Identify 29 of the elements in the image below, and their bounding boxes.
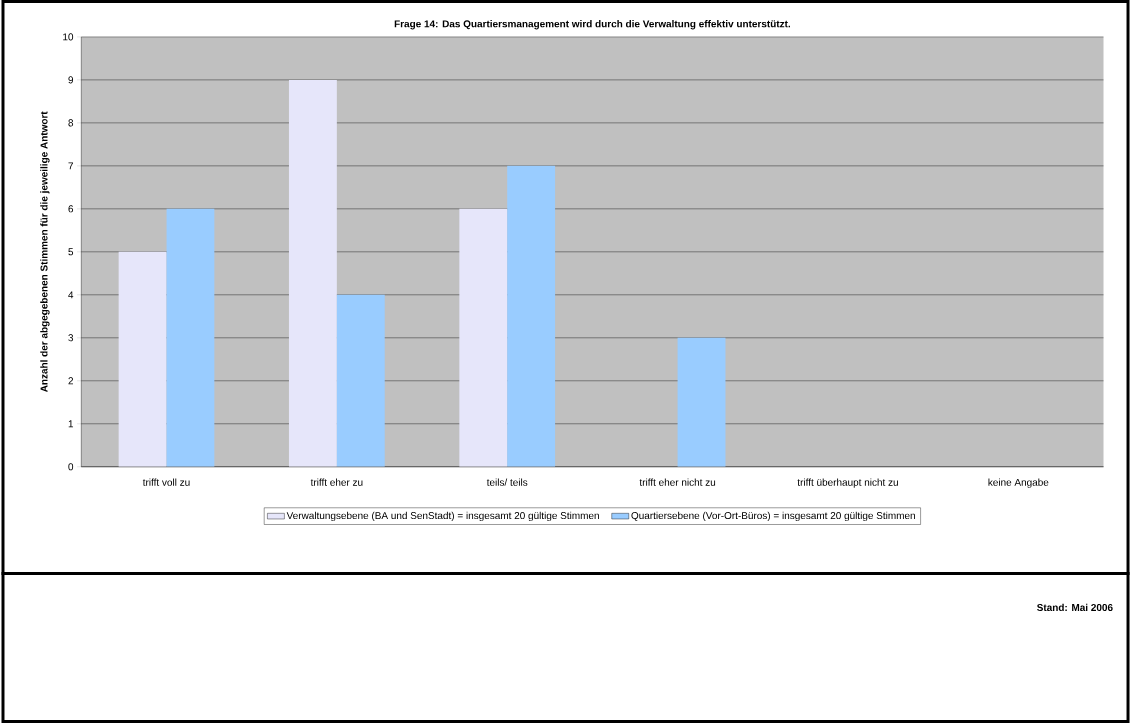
y-axis-title: Anzahl der abgegebenen Stimmen für die jeweilige Antwort (40, 111, 50, 393)
text: Stand: Mai 2006 (1037, 603, 1113, 612)
x-tick-label: teils/ teils (486, 478, 528, 486)
x-tick-label: trifft überhaupt nicht zu (797, 478, 898, 488)
y-tick-label: 3 (68, 334, 74, 342)
legend-label: Verwaltungsebene (BA und SenStadt) = insgesamt 20 gültige Stimmen (286, 511, 599, 522)
bar (677, 337, 726, 467)
y-tick-label: 8 (68, 119, 74, 127)
x-tick-label: trifft voll zu (142, 478, 190, 486)
y-tick-label: 5 (68, 248, 74, 256)
y-tick-label: 4 (68, 291, 74, 299)
x-tick-label: trifft eher nicht zu (639, 478, 716, 486)
bar (288, 79, 337, 467)
legend-label: Quartiersebene (Vor-Ort-Büros) = insgesamt 20 gültige Stimmen (631, 511, 915, 522)
bar (166, 208, 215, 467)
bar (507, 165, 556, 467)
y-tick-label: 0 (68, 463, 74, 471)
x-tick-label: keine Angabe (988, 478, 1049, 488)
bar (336, 294, 385, 467)
y-tick-label: 6 (68, 205, 74, 213)
y-tick-label: 2 (68, 377, 74, 385)
bar (118, 251, 167, 467)
bar (459, 208, 508, 467)
y-tick-label: 1 (68, 420, 74, 428)
y-tick-label: 10 (63, 33, 74, 41)
x-tick-label: trifft eher zu (310, 478, 363, 486)
y-tick-label: 7 (68, 162, 74, 170)
y-tick-label: 9 (68, 76, 74, 84)
chart-title: Frage 14: Das Quartiersmanagement wird durch die Verwaltung effektiv unterstützt. (394, 20, 791, 30)
